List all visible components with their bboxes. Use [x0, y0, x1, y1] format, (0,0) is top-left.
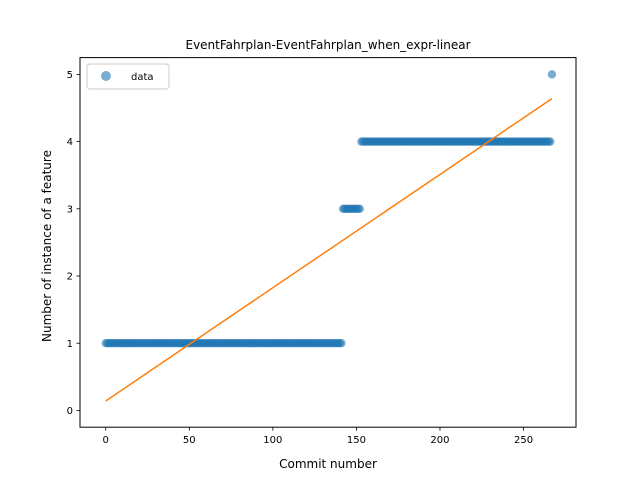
- data-point: [337, 339, 345, 347]
- legend: data: [87, 64, 169, 89]
- x-tick-label: 250: [514, 435, 533, 446]
- x-tick-label: 200: [430, 435, 449, 446]
- x-axis-label: Commit number: [279, 457, 377, 471]
- chart-title: EventFahrplan-EventFahrplan_when_expr-li…: [185, 38, 470, 52]
- y-tick-label: 2: [67, 272, 73, 283]
- y-tick-label: 3: [67, 204, 73, 215]
- y-tick-label: 4: [67, 137, 73, 148]
- x-tick-label: 100: [263, 435, 282, 446]
- data-point: [356, 205, 364, 213]
- y-tick-label: 5: [67, 70, 73, 81]
- legend-box: [87, 64, 169, 89]
- data-point: [548, 70, 556, 78]
- y-tick-label: 1: [67, 339, 73, 350]
- x-tick-label: 150: [347, 435, 366, 446]
- legend-label-data: data: [131, 72, 154, 83]
- y-axis-label: Number of instance of a feature: [40, 150, 54, 342]
- x-tick-label: 0: [103, 435, 109, 446]
- data-point: [546, 137, 554, 145]
- y-tick-label: 0: [67, 406, 73, 417]
- legend-marker-data: [101, 71, 111, 81]
- x-tick-label: 50: [183, 435, 196, 446]
